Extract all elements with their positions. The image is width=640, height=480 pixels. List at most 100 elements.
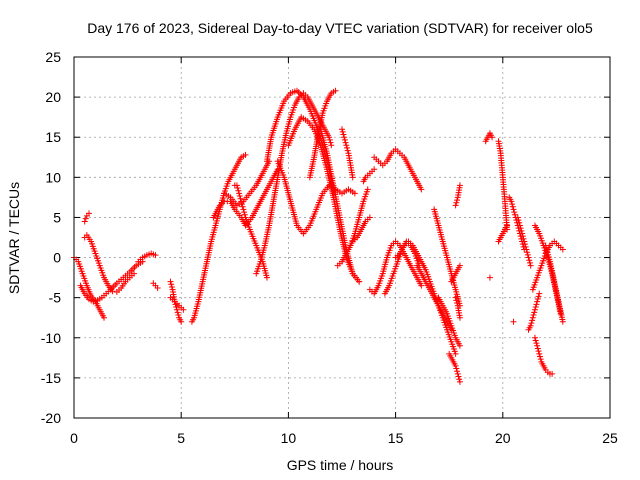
data-point: [340, 131, 347, 138]
data-point: [519, 230, 526, 237]
data-point: [351, 190, 358, 197]
data-point: [237, 195, 244, 202]
data-point: [175, 312, 182, 319]
data-point: [532, 304, 539, 311]
series-e: [135, 250, 159, 265]
series-ap: [531, 334, 556, 377]
data-point: [239, 203, 246, 210]
data-point: [86, 210, 93, 217]
y-tick-labels: -20 -15 -10 -5 0 5 10 15 20 25: [41, 49, 61, 426]
series-f: [150, 280, 161, 292]
y-tick-label: 10: [45, 169, 61, 185]
data-point: [81, 218, 88, 225]
data-point: [454, 300, 461, 307]
data-point: [559, 246, 566, 253]
data-point: [453, 297, 460, 304]
series-i: [188, 151, 249, 325]
data-point: [455, 373, 462, 380]
data-point: [509, 201, 516, 208]
data-point: [456, 314, 463, 321]
data-point: [486, 274, 493, 281]
series-ac: [435, 294, 463, 349]
data-point: [454, 368, 461, 375]
y-tick-label: 0: [53, 250, 61, 266]
data-point: [516, 219, 523, 226]
data-point: [332, 87, 339, 94]
data-point: [364, 186, 371, 193]
data-point: [534, 298, 541, 305]
data-point: [518, 227, 525, 234]
data-point: [511, 211, 518, 218]
data-point: [263, 274, 270, 281]
data-point: [339, 126, 345, 133]
data-point: [167, 278, 174, 285]
data-point: [535, 348, 542, 355]
y-tick-label: 20: [45, 89, 61, 105]
data-point: [238, 201, 245, 208]
y-tick-label: -20: [41, 410, 61, 426]
data-point: [178, 318, 185, 325]
data-point: [452, 362, 459, 369]
data-point: [456, 378, 463, 385]
series-t: [339, 126, 356, 181]
data-point: [510, 206, 517, 213]
data-point: [516, 222, 523, 229]
y-tick-label: -5: [49, 290, 62, 306]
data-point: [366, 214, 373, 221]
data-point: [172, 301, 179, 308]
series-b: [81, 232, 138, 296]
data-point: [489, 134, 496, 141]
data-point: [524, 249, 531, 256]
data-point: [173, 306, 180, 313]
data-point: [527, 262, 534, 269]
series-ad: [446, 350, 463, 385]
data-point: [537, 356, 544, 363]
data-point: [536, 350, 543, 357]
series-ah: [482, 130, 496, 145]
series-d: [81, 210, 93, 225]
series-h: [167, 294, 187, 313]
y-axis-label: SDTVAR / TECUs: [6, 182, 22, 294]
data-point: [342, 139, 349, 146]
data-point: [521, 238, 528, 245]
data-point: [173, 304, 180, 311]
data-point: [536, 353, 543, 360]
series-q: [306, 87, 339, 181]
series-k: [221, 158, 273, 209]
data-point: [356, 278, 363, 285]
data-point: [454, 370, 461, 377]
series-c: [77, 258, 146, 305]
data-point: [101, 314, 108, 321]
data-point: [529, 314, 536, 321]
data-point: [510, 318, 517, 325]
x-tick-labels: 0 5 10 15 20 25: [70, 430, 618, 446]
data-point: [533, 301, 540, 308]
data-point: [522, 243, 529, 250]
y-tick-label: 5: [53, 209, 61, 225]
data-point: [349, 174, 356, 181]
data-point: [326, 134, 333, 141]
data-point: [180, 306, 187, 313]
data-point: [327, 139, 334, 146]
data-point: [241, 211, 248, 218]
data-point: [344, 147, 351, 154]
series-a: [71, 254, 108, 321]
data-point: [131, 270, 138, 277]
data-point: [530, 312, 537, 319]
data-point: [241, 209, 248, 216]
series-as: [542, 242, 566, 325]
data-point: [519, 233, 526, 240]
series-x: [371, 146, 425, 193]
data-point: [511, 209, 518, 216]
data-point: [236, 193, 243, 200]
data-point: [82, 215, 89, 222]
data-point: [343, 142, 350, 149]
data-point: [515, 217, 522, 224]
y-tick-label: 25: [45, 49, 61, 65]
data-point: [508, 198, 515, 205]
y-tick-label: -10: [41, 330, 61, 346]
data-point: [534, 342, 541, 349]
data-point: [514, 214, 521, 221]
data-point: [154, 285, 161, 292]
series-an: [514, 214, 534, 269]
